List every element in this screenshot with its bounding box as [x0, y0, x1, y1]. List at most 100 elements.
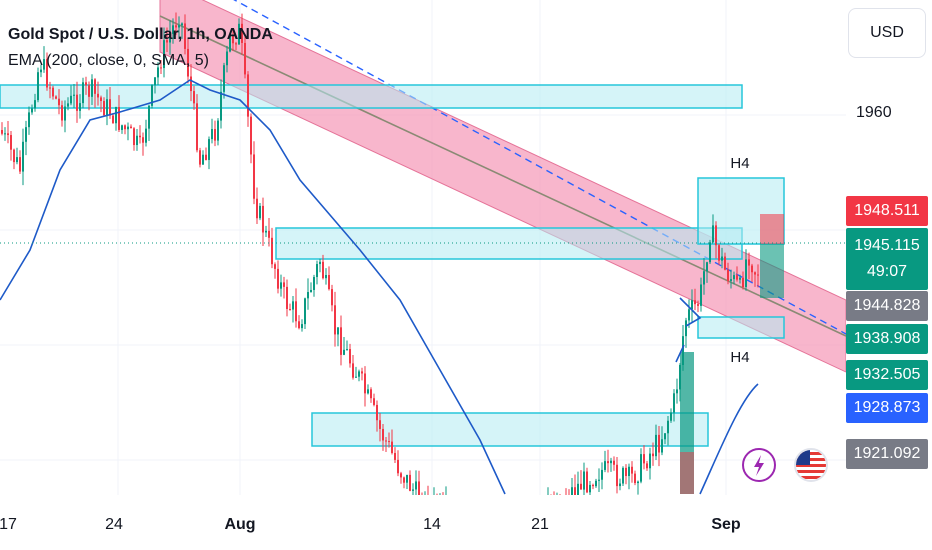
candle-body [259, 205, 261, 219]
demand-zone[interactable] [311, 412, 709, 447]
candle-body [340, 327, 342, 355]
candle-body [493, 527, 495, 532]
long-position-stop[interactable] [680, 452, 694, 494]
candlesticks[interactable] [1, 12, 759, 546]
candle-body [118, 106, 120, 130]
short-position-stop[interactable] [760, 214, 784, 244]
h4-low-zone[interactable] [697, 316, 785, 339]
candle-body [223, 65, 225, 92]
candle-body [610, 460, 612, 464]
candle-body [217, 120, 219, 141]
candle-body [52, 87, 54, 97]
candle-body [463, 507, 465, 529]
candle-body [367, 389, 369, 394]
candle-body [277, 268, 279, 289]
lightning-icon[interactable] [742, 448, 776, 482]
candle-body [313, 277, 315, 290]
candle-body [274, 264, 276, 269]
candle-countdown: 49:07 [866, 263, 908, 280]
candle-body [58, 98, 60, 106]
candle-body [283, 282, 285, 287]
candle-body [565, 497, 567, 499]
short-position-target[interactable] [760, 244, 784, 298]
candle-body [262, 205, 264, 233]
us-flag-icon[interactable] [794, 448, 828, 482]
x-tick-label: Sep [711, 516, 741, 533]
candle-body [67, 103, 69, 107]
candle-body [415, 481, 417, 490]
trend-arrow [675, 344, 685, 363]
x-tick-label: 14 [423, 516, 441, 533]
candle-body [646, 463, 648, 469]
candle-body [106, 99, 108, 116]
candle-body [580, 483, 582, 490]
candle-body [691, 300, 693, 310]
candle-body [160, 67, 162, 69]
candle-body [586, 471, 588, 493]
candle-body [349, 349, 351, 364]
candle-body [1, 130, 3, 134]
candle-body [571, 487, 573, 495]
candle-body [139, 135, 141, 138]
x-tick-label: Aug [224, 516, 255, 533]
candle-body [193, 91, 195, 104]
candle-body [310, 289, 312, 293]
candle-body [304, 298, 306, 325]
candle-body [328, 275, 330, 290]
candle-body [163, 40, 165, 69]
candle-body [517, 522, 519, 526]
trend-arrow [679, 297, 702, 327]
candle-body [682, 336, 684, 365]
chart-legend[interactable]: Gold Spot / U.S. Dollar, 1h, OANDA EMA (… [8, 22, 273, 74]
candle-body [451, 508, 453, 509]
candle-body [562, 497, 564, 510]
candle-body [376, 404, 378, 421]
candle-body [208, 139, 210, 160]
candle-body [22, 141, 24, 172]
candle-body [10, 135, 12, 150]
candle-body [322, 261, 324, 279]
candle-body [214, 129, 216, 141]
annotation-h4-bottom: H4 [730, 349, 749, 366]
candle-body [592, 484, 594, 487]
candle-body [520, 522, 522, 526]
candle-body [424, 495, 426, 513]
candle-body [751, 265, 753, 273]
chart-title: Gold Spot / U.S. Dollar, 1h, OANDA [8, 26, 273, 43]
candle-body [127, 126, 129, 130]
dashed-trendline [233, 0, 846, 335]
candle-body [400, 473, 402, 478]
supply-zone[interactable] [0, 84, 743, 109]
currency-button[interactable]: USD [848, 8, 926, 58]
candle-body [508, 515, 510, 532]
candle-body [757, 274, 759, 276]
candle-body [754, 272, 756, 275]
candle-body [241, 23, 243, 43]
candle-body [28, 112, 30, 128]
candle-body [742, 277, 744, 287]
candle-body [664, 433, 666, 440]
candle-body [577, 483, 579, 495]
candle-body [199, 150, 201, 165]
candle-body [133, 128, 135, 146]
indicator-label: EMA (200, close, 0, SMA, 5) [8, 52, 209, 69]
candle-body [733, 275, 735, 280]
candle-body [694, 300, 696, 305]
candle-body [595, 480, 597, 487]
candle-body [643, 454, 645, 464]
candle-body [151, 85, 153, 106]
price-label-target: 1932.505 [846, 360, 928, 390]
candle-body [445, 500, 447, 501]
candle-body [652, 453, 654, 457]
candle-body [187, 48, 189, 77]
candle-body [613, 460, 615, 465]
candle-body [244, 42, 246, 75]
candle-body [436, 498, 438, 510]
candle-body [256, 198, 258, 219]
candle-body [346, 349, 348, 351]
candle-body [511, 515, 513, 527]
candle-body [229, 35, 231, 52]
candle-body [247, 74, 249, 117]
candle-body [184, 23, 186, 49]
